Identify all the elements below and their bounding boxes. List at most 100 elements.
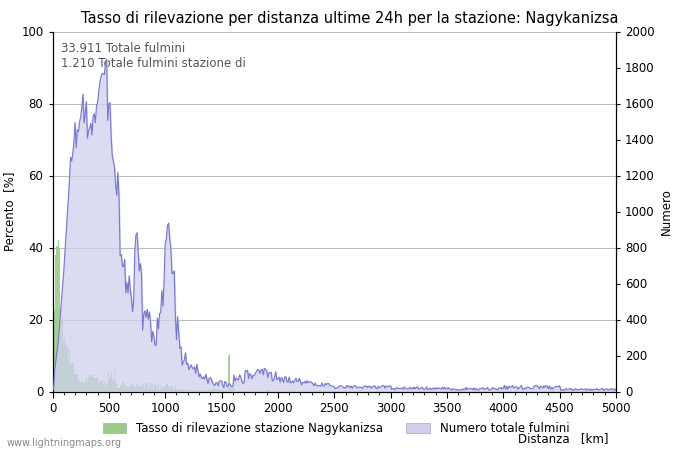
Bar <box>496 391 497 392</box>
Bar <box>539 391 540 392</box>
Bar <box>528 391 530 392</box>
Bar <box>288 391 290 392</box>
Bar <box>206 391 207 392</box>
Bar <box>127 387 129 392</box>
Bar <box>164 386 166 392</box>
Bar <box>130 382 131 392</box>
Bar <box>547 391 548 392</box>
Y-axis label: Numero: Numero <box>660 188 673 235</box>
Bar <box>105 387 106 392</box>
Bar <box>392 391 393 392</box>
Bar <box>316 391 317 392</box>
Bar <box>188 390 190 392</box>
Bar <box>146 386 148 392</box>
Bar <box>207 390 209 392</box>
Bar <box>222 389 223 392</box>
Bar <box>565 391 566 392</box>
Bar <box>255 391 256 392</box>
Bar <box>487 391 488 392</box>
Bar <box>475 391 476 392</box>
Bar <box>534 391 536 392</box>
Bar <box>210 390 211 392</box>
Bar <box>69 349 70 392</box>
Bar <box>574 391 575 392</box>
Text: 33.911 Totale fulmini
1.210 Totale fulmini stazione di: 33.911 Totale fulmini 1.210 Totale fulmi… <box>61 42 246 70</box>
Bar <box>580 391 582 392</box>
Bar <box>428 391 430 392</box>
Bar <box>212 389 213 392</box>
Bar <box>561 391 563 392</box>
Bar <box>550 391 551 392</box>
Legend: Tasso di rilevazione stazione Nagykanizsa, Numero totale fulmini: Tasso di rilevazione stazione Nagykanizs… <box>98 417 574 440</box>
Bar <box>186 391 187 392</box>
Bar <box>267 391 268 392</box>
Bar <box>461 391 462 392</box>
Bar <box>70 363 71 392</box>
Bar <box>612 391 613 392</box>
Bar <box>216 389 218 392</box>
Bar <box>338 391 339 392</box>
Bar <box>172 389 174 392</box>
Bar <box>586 391 587 392</box>
Bar <box>266 391 267 392</box>
Bar <box>406 391 407 392</box>
Bar <box>218 390 220 392</box>
Bar <box>168 387 169 392</box>
Bar <box>526 391 528 392</box>
Bar <box>373 391 374 392</box>
Bar <box>434 391 435 392</box>
Bar <box>606 391 608 392</box>
Bar <box>536 391 538 392</box>
Bar <box>298 391 299 392</box>
Bar <box>78 382 79 392</box>
Bar <box>399 391 400 392</box>
Bar <box>595 391 596 392</box>
Bar <box>152 384 153 392</box>
Bar <box>523 391 524 392</box>
Bar <box>543 391 545 392</box>
Bar <box>179 391 181 392</box>
Bar <box>482 391 484 392</box>
Bar <box>126 385 127 392</box>
Bar <box>80 383 81 392</box>
Bar <box>234 391 236 392</box>
Bar <box>214 389 216 392</box>
Bar <box>570 391 571 392</box>
Bar <box>440 391 441 392</box>
Bar <box>228 356 229 392</box>
Bar <box>253 391 255 392</box>
Bar <box>134 386 135 391</box>
Bar <box>326 391 327 392</box>
Bar <box>99 382 100 392</box>
Bar <box>88 375 89 392</box>
Bar <box>169 387 170 392</box>
Bar <box>291 391 292 392</box>
Bar <box>451 391 452 392</box>
Bar <box>209 389 210 392</box>
Bar <box>170 386 172 391</box>
Bar <box>490 391 491 392</box>
Bar <box>317 391 318 392</box>
Bar <box>155 385 157 392</box>
Bar <box>116 384 118 392</box>
Bar <box>139 386 140 391</box>
Bar <box>108 371 109 392</box>
Bar <box>414 391 415 392</box>
Bar <box>410 391 412 392</box>
Bar <box>381 391 382 392</box>
Bar <box>122 382 123 392</box>
Bar <box>124 384 125 392</box>
Bar <box>140 387 141 392</box>
Bar <box>340 391 342 392</box>
Bar <box>337 391 338 392</box>
Bar <box>404 391 405 392</box>
Bar <box>202 391 203 392</box>
Bar <box>310 391 311 392</box>
Bar <box>238 391 239 392</box>
Bar <box>175 385 176 392</box>
Bar <box>97 378 98 392</box>
Bar <box>262 391 264 392</box>
Bar <box>425 391 426 392</box>
Bar <box>233 389 235 392</box>
Bar <box>220 390 221 392</box>
